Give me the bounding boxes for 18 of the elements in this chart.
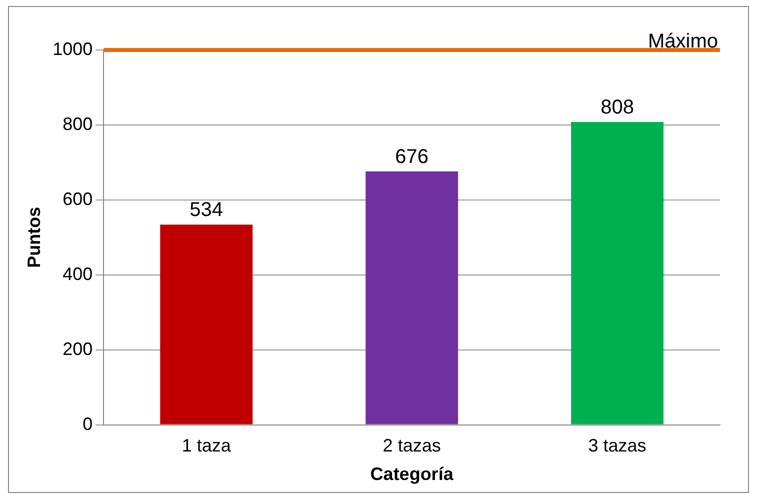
data-label: 808 bbox=[600, 96, 634, 118]
y-tick-label: 1000 bbox=[52, 38, 93, 59]
bar bbox=[366, 171, 458, 424]
data-label: 534 bbox=[190, 199, 224, 222]
y-axis-title: Puntos bbox=[24, 206, 44, 268]
data-label: 676 bbox=[395, 146, 429, 168]
bar bbox=[160, 224, 253, 424]
y-tick-label: 0 bbox=[82, 414, 93, 434]
y-tick-label: 200 bbox=[62, 338, 93, 359]
x-axis-title: Categoría bbox=[370, 464, 454, 484]
x-tick-label: 1 taza bbox=[182, 436, 232, 456]
ref-line-label: Máximo bbox=[648, 30, 718, 53]
x-tick-label: 3 tazas bbox=[588, 436, 646, 456]
y-tick-label: 600 bbox=[62, 188, 93, 209]
y-tick-label: 400 bbox=[62, 264, 93, 284]
bar bbox=[571, 122, 664, 424]
x-tick-label: 2 tazas bbox=[382, 436, 441, 456]
y-tick-label: 800 bbox=[62, 114, 93, 134]
